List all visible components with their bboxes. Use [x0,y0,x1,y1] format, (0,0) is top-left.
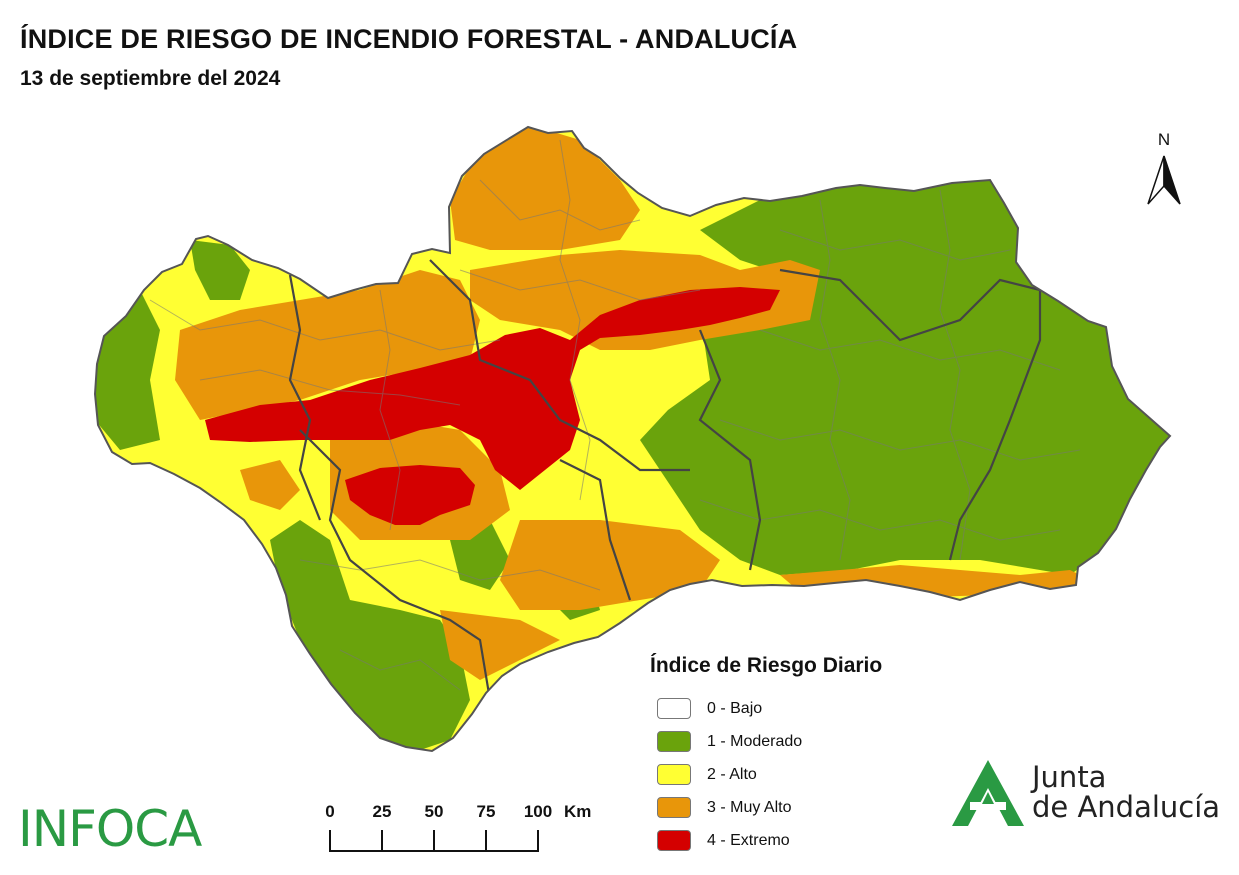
risk-zone-extremo [205,287,780,525]
scale-tick [329,830,331,852]
legend-item-moderado: 1 - Moderado [650,725,950,758]
legend-item-extremo: 4 - Extremo [650,824,950,857]
legend-swatch [657,731,691,752]
scale-unit: Km [564,802,592,821]
junta-andalucia-emblem-icon [952,760,1024,826]
map-date: 13 de septiembre del 2024 [20,67,281,90]
scale-tick-label: 0 [325,802,335,821]
scale-tick [381,830,383,852]
legend-label: 0 - Bajo [707,699,763,717]
scale-tick [485,830,487,852]
legend-swatch [657,830,691,851]
junta-andalucia-logo: Junta de Andalucía [1032,762,1220,822]
north-arrow: N [1146,130,1182,210]
risk-zone-muy-alto-west [175,270,480,420]
legend-item-alto: 2 - Alto [650,758,950,791]
legend-swatch [657,797,691,818]
scale-tick-label: 25 [372,802,392,821]
legend-title: Índice de Riesgo Diario [650,654,883,677]
risk-zone-moderado-south [270,520,600,750]
north-label: N [1157,130,1171,149]
legend: Índice de Riesgo Diario 0 - Bajo 1 - Mod… [650,654,950,857]
legend-swatch [657,698,691,719]
infoca-logo: INFOCA [18,800,202,858]
legend-item-bajo: 0 - Bajo [650,692,950,725]
scale-bar: 0 25 50 75 100 Km [318,800,608,860]
risk-zone-moderado-east [640,175,1170,575]
risk-zones [95,127,1170,751]
north-arrow-icon [1147,155,1181,205]
scale-tick-label: 100 [523,802,553,821]
legend-item-muy-alto: 3 - Muy Alto [650,791,950,824]
junta-line2: de Andalucía [1032,790,1221,824]
province-boundaries [288,259,1042,701]
junta-line1: Junta [1032,760,1107,794]
scale-tick-label: 75 [476,802,496,821]
legend-label: 1 - Moderado [707,732,803,750]
scale-tick-label: 50 [424,802,444,821]
legend-swatch [657,764,691,785]
map-title: ÍNDICE DE RIESGO DE INCENDIO FORESTAL - … [20,24,798,54]
legend-label: 4 - Extremo [707,831,790,849]
scale-tick [537,830,539,852]
municipal-boundaries [149,139,1081,691]
scale-tick [433,830,435,852]
legend-label: 3 - Muy Alto [707,798,792,816]
legend-label: 2 - Alto [707,765,757,783]
